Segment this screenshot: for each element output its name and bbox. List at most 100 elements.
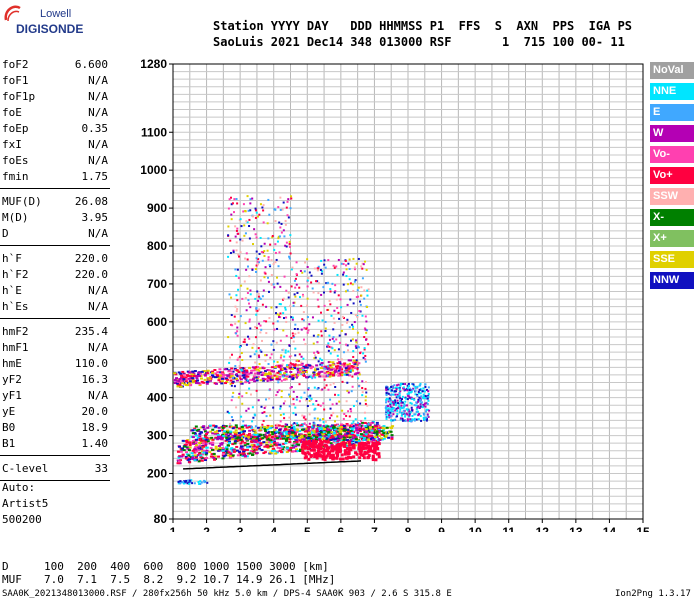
echo-dot (309, 437, 313, 440)
echo-dot (401, 412, 404, 415)
echo-dot (358, 445, 362, 449)
echo-dot (245, 369, 249, 372)
echo-dot (230, 373, 234, 376)
echo-dot (180, 455, 184, 458)
echo-dot (246, 258, 249, 261)
echo-dot (352, 257, 355, 260)
echo-dot (307, 457, 311, 461)
echo-dot (201, 441, 205, 444)
echo-dot (311, 316, 314, 319)
echo-dot (399, 417, 402, 420)
echo-dot (355, 452, 359, 456)
echo-dot (244, 210, 247, 213)
echo-dot (326, 345, 329, 348)
echo-dot (249, 209, 252, 212)
echo-dot (327, 373, 331, 376)
echo-dot (242, 433, 246, 436)
echo-dot (307, 435, 311, 438)
echo-dot (215, 374, 219, 377)
echo-dot (293, 293, 296, 296)
echo-dot (182, 382, 186, 385)
echo-dot (306, 425, 309, 428)
echo-dot (340, 358, 343, 361)
echo-dot (227, 451, 231, 454)
echo-dot (361, 387, 364, 390)
echo-dot (248, 429, 252, 432)
echo-dot (307, 439, 311, 443)
echo-dot (306, 405, 309, 408)
echo-dot (195, 458, 199, 461)
echo-dot (222, 374, 226, 377)
echo-dot (254, 207, 257, 210)
echo-dot (249, 289, 252, 292)
echo-dot (364, 443, 368, 447)
echo-dot (352, 405, 355, 408)
echo-dot (381, 433, 385, 436)
echo-dot (191, 377, 195, 380)
echo-dot (309, 394, 312, 397)
echo-dot (263, 276, 266, 279)
echo-dot (317, 433, 321, 436)
echo-dot (295, 373, 298, 376)
echo-dot (249, 306, 252, 309)
echo-dot (306, 437, 310, 440)
echo-dot (277, 381, 280, 384)
echo-dot (206, 426, 210, 429)
echo-dot (183, 480, 186, 483)
echo-dot (361, 394, 364, 397)
echo-dot (354, 418, 357, 421)
echo-dot (217, 377, 221, 380)
footer-file-info: SAA0K_2021348013000.RSF / 280fx256h 50 k… (2, 589, 452, 599)
echo-dot (423, 396, 426, 399)
echo-dot (314, 368, 318, 371)
echo-dot (294, 450, 298, 453)
echo-dot (214, 436, 218, 439)
echo-dot (364, 358, 367, 361)
echo-dot (332, 445, 336, 449)
param-label: MUF(D) (2, 195, 42, 208)
echo-dot (294, 445, 298, 448)
echo-dot (290, 355, 293, 358)
echo-dot (343, 351, 346, 354)
echo-dot (269, 414, 272, 417)
echo-dot (318, 371, 322, 374)
echo-dot (274, 243, 277, 246)
echo-dot (251, 197, 254, 200)
echo-dot (234, 432, 238, 435)
echo-dot (194, 375, 198, 378)
echo-dot (370, 440, 374, 443)
echo-dot (268, 388, 271, 391)
echo-dot (308, 442, 312, 446)
echo-dot (291, 433, 295, 436)
echo-dot (237, 232, 240, 235)
echo-dot (240, 426, 244, 429)
echo-dot (302, 319, 305, 322)
echo-dot (424, 405, 427, 408)
echo-dot (327, 371, 330, 374)
echo-dot (196, 454, 200, 457)
echo-dot (239, 367, 243, 370)
echo-dot (353, 321, 356, 324)
echo-dot (332, 456, 336, 460)
echo-dot (413, 404, 416, 407)
echo-dot (355, 427, 359, 430)
echo-dot (338, 341, 341, 344)
echo-dot (345, 268, 348, 271)
echo-dot (363, 421, 367, 424)
echo-dot (400, 414, 403, 417)
echo-dot (258, 308, 261, 311)
echo-dot (246, 446, 250, 449)
echo-dot (203, 444, 207, 447)
echo-dot (278, 314, 281, 317)
echo-dot (336, 365, 340, 368)
echo-dot (291, 434, 295, 437)
echo-dot (282, 229, 285, 232)
echo-dot (303, 415, 306, 418)
echo-dot (408, 410, 411, 413)
echo-dot (268, 376, 272, 379)
echo-dot (278, 221, 281, 224)
echo-dot (273, 428, 277, 431)
echo-dot (191, 440, 195, 443)
echo-dot (231, 454, 235, 457)
echo-dot (339, 457, 343, 461)
